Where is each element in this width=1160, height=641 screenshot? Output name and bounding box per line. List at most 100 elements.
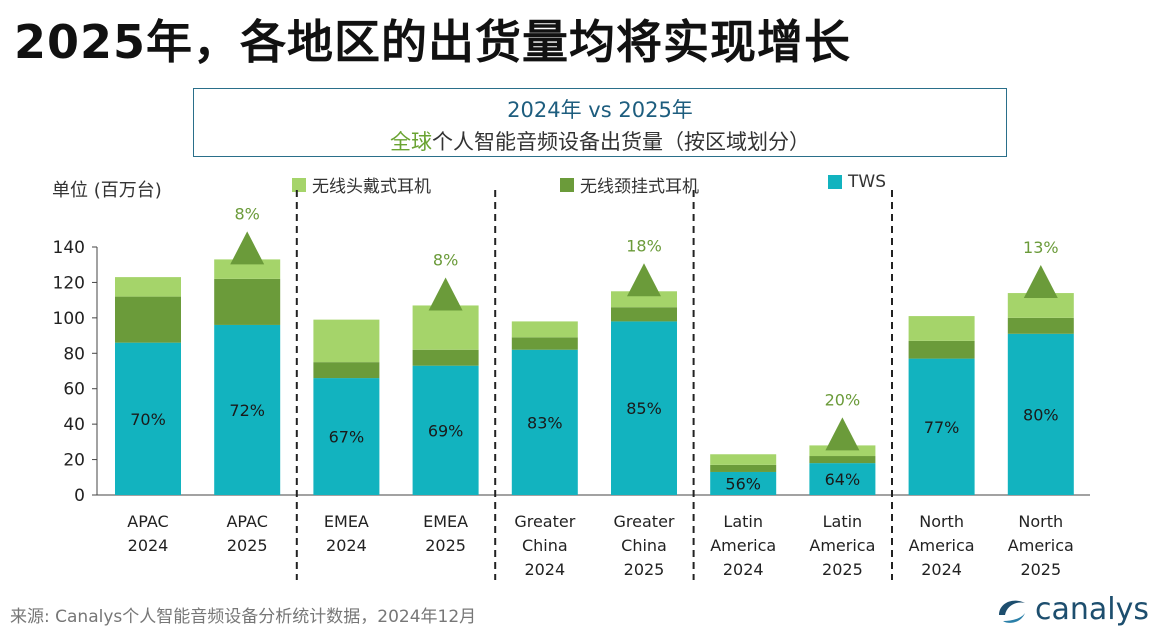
- subtitle-description: 个人智能音频设备出货量（按区域划分）: [432, 130, 810, 154]
- bar-segment-tws: [412, 365, 479, 495]
- bar-segment-neckband: [611, 307, 677, 322]
- x-category-label: 2024: [921, 560, 962, 579]
- subtitle-year-2024: 2024年: [507, 98, 582, 122]
- x-category-label: North: [919, 512, 964, 531]
- legend-label-neckband: 无线颈挂式耳机: [580, 177, 699, 197]
- tws-share-label: 72%: [229, 401, 265, 420]
- y-tick-label: 140: [53, 238, 85, 258]
- subtitle-year-2025: 2025年: [618, 98, 693, 122]
- bar-segment-headphones: [809, 445, 876, 457]
- y-tick-label: 0: [74, 486, 85, 506]
- y-tick-label: 40: [63, 415, 85, 435]
- bar-segment-tws: [1007, 333, 1074, 495]
- bar-segment-headphones: [115, 277, 181, 297]
- y-tick-label: 120: [53, 273, 85, 293]
- x-category-label: 2025: [624, 560, 665, 579]
- bar-segment-neckband: [1007, 317, 1074, 334]
- bar-segment-neckband: [412, 349, 479, 366]
- bar-segment-neckband: [511, 337, 578, 350]
- bar-segment-tws: [809, 463, 876, 495]
- x-category-label: America: [909, 536, 975, 555]
- x-category-label: 2024: [723, 560, 764, 579]
- x-category-label: 2024: [128, 536, 169, 555]
- x-category-label: America: [710, 536, 776, 555]
- y-tick-label: 100: [53, 309, 85, 329]
- y-axis-unit-label: 单位 (百万台): [52, 180, 162, 201]
- bar-segment-neckband: [908, 340, 975, 359]
- growth-label: 8%: [433, 250, 458, 269]
- y-tick-label: 60: [63, 380, 85, 400]
- canalys-logo-icon: [999, 600, 1025, 623]
- x-category-label: 2025: [822, 560, 863, 579]
- growth-up-triangle: [1023, 265, 1058, 299]
- legend-item-neckband: 无线颈挂式耳机: [560, 172, 699, 197]
- x-category-label: 2024: [524, 560, 565, 579]
- bar-segment-tws: [710, 471, 777, 495]
- legend-label-headphones: 无线头戴式耳机: [312, 177, 431, 197]
- tws-share-label: 56%: [725, 474, 761, 493]
- bar-segment-headphones: [908, 316, 975, 341]
- tws-share-label: 70%: [130, 410, 166, 429]
- growth-up-triangle: [230, 231, 265, 265]
- x-category-label: 2025: [425, 536, 466, 555]
- x-category-label: 2024: [326, 536, 367, 555]
- growth-up-triangle: [825, 417, 860, 451]
- bar-segment-neckband: [809, 456, 876, 464]
- subtitle-vs: vs: [581, 98, 619, 122]
- subtitle-global: 全球: [390, 130, 432, 154]
- bar-segment-neckband: [115, 296, 181, 343]
- bar-segment-neckband: [313, 362, 380, 379]
- x-category-label: China: [621, 536, 667, 555]
- x-category-label: Greater: [614, 512, 675, 531]
- legend-label-tws: TWS: [848, 172, 886, 192]
- growth-label: 8%: [235, 204, 260, 223]
- x-category-label: Latin: [723, 512, 763, 531]
- subtitle-box: 2024年 vs 2025年 全球个人智能音频设备出货量（按区域划分）: [193, 88, 1007, 157]
- legend-swatch-neckband: [560, 177, 574, 192]
- growth-label: 18%: [626, 236, 662, 255]
- page-title: 2025年，各地区的出货量均将实现增长: [14, 15, 852, 69]
- tws-share-label: 80%: [1023, 405, 1059, 424]
- x-category-label: APAC: [127, 512, 168, 531]
- x-category-label: America: [1008, 536, 1074, 555]
- tws-share-label: 77%: [924, 418, 960, 437]
- subtitle-line-2: 全球个人智能音频设备出货量（按区域划分）: [194, 126, 1006, 156]
- x-category-label: EMEA: [324, 512, 369, 531]
- bar-segment-headphones: [511, 321, 578, 338]
- bar-segment-tws: [611, 321, 677, 495]
- tws-share-label: 64%: [825, 470, 861, 489]
- y-tick-label: 20: [63, 451, 85, 471]
- bar-segment-headphones: [611, 291, 677, 308]
- canalys-logo: canalys: [995, 592, 1149, 627]
- bar-segment-neckband: [710, 464, 777, 472]
- bar-segment-tws: [908, 358, 975, 495]
- canalys-logo-text: canalys: [1035, 592, 1149, 627]
- bar-segment-headphones: [313, 319, 380, 363]
- growth-label: 13%: [1023, 238, 1059, 257]
- bar-segment-tws: [313, 378, 380, 495]
- x-category-label: 2025: [227, 536, 268, 555]
- tws-share-label: 69%: [428, 421, 464, 440]
- x-category-label: APAC: [226, 512, 267, 531]
- tws-share-label: 67%: [329, 428, 365, 447]
- source-note: 来源: Canalys个人智能音频设备分析统计数据，2024年12月: [10, 607, 477, 627]
- x-category-label: China: [522, 536, 568, 555]
- x-category-label: Greater: [514, 512, 575, 531]
- bar-segment-neckband: [214, 278, 281, 325]
- growth-up-triangle: [627, 263, 661, 297]
- x-category-label: 2025: [1020, 560, 1061, 579]
- bar-segment-tws: [511, 349, 578, 495]
- growth-up-triangle: [428, 277, 463, 311]
- growth-label: 20%: [825, 390, 861, 409]
- x-category-label: Latin: [823, 512, 863, 531]
- bar-segment-tws: [214, 324, 281, 495]
- bar-segment-headphones: [412, 305, 479, 350]
- x-category-label: EMEA: [423, 512, 468, 531]
- legend-item-tws: TWS: [828, 172, 886, 192]
- legend-swatch-tws: [828, 175, 842, 189]
- tws-share-label: 83%: [527, 413, 563, 432]
- x-category-label: North: [1018, 512, 1063, 531]
- bar-segment-headphones: [710, 454, 777, 465]
- tws-share-label: 85%: [626, 399, 662, 418]
